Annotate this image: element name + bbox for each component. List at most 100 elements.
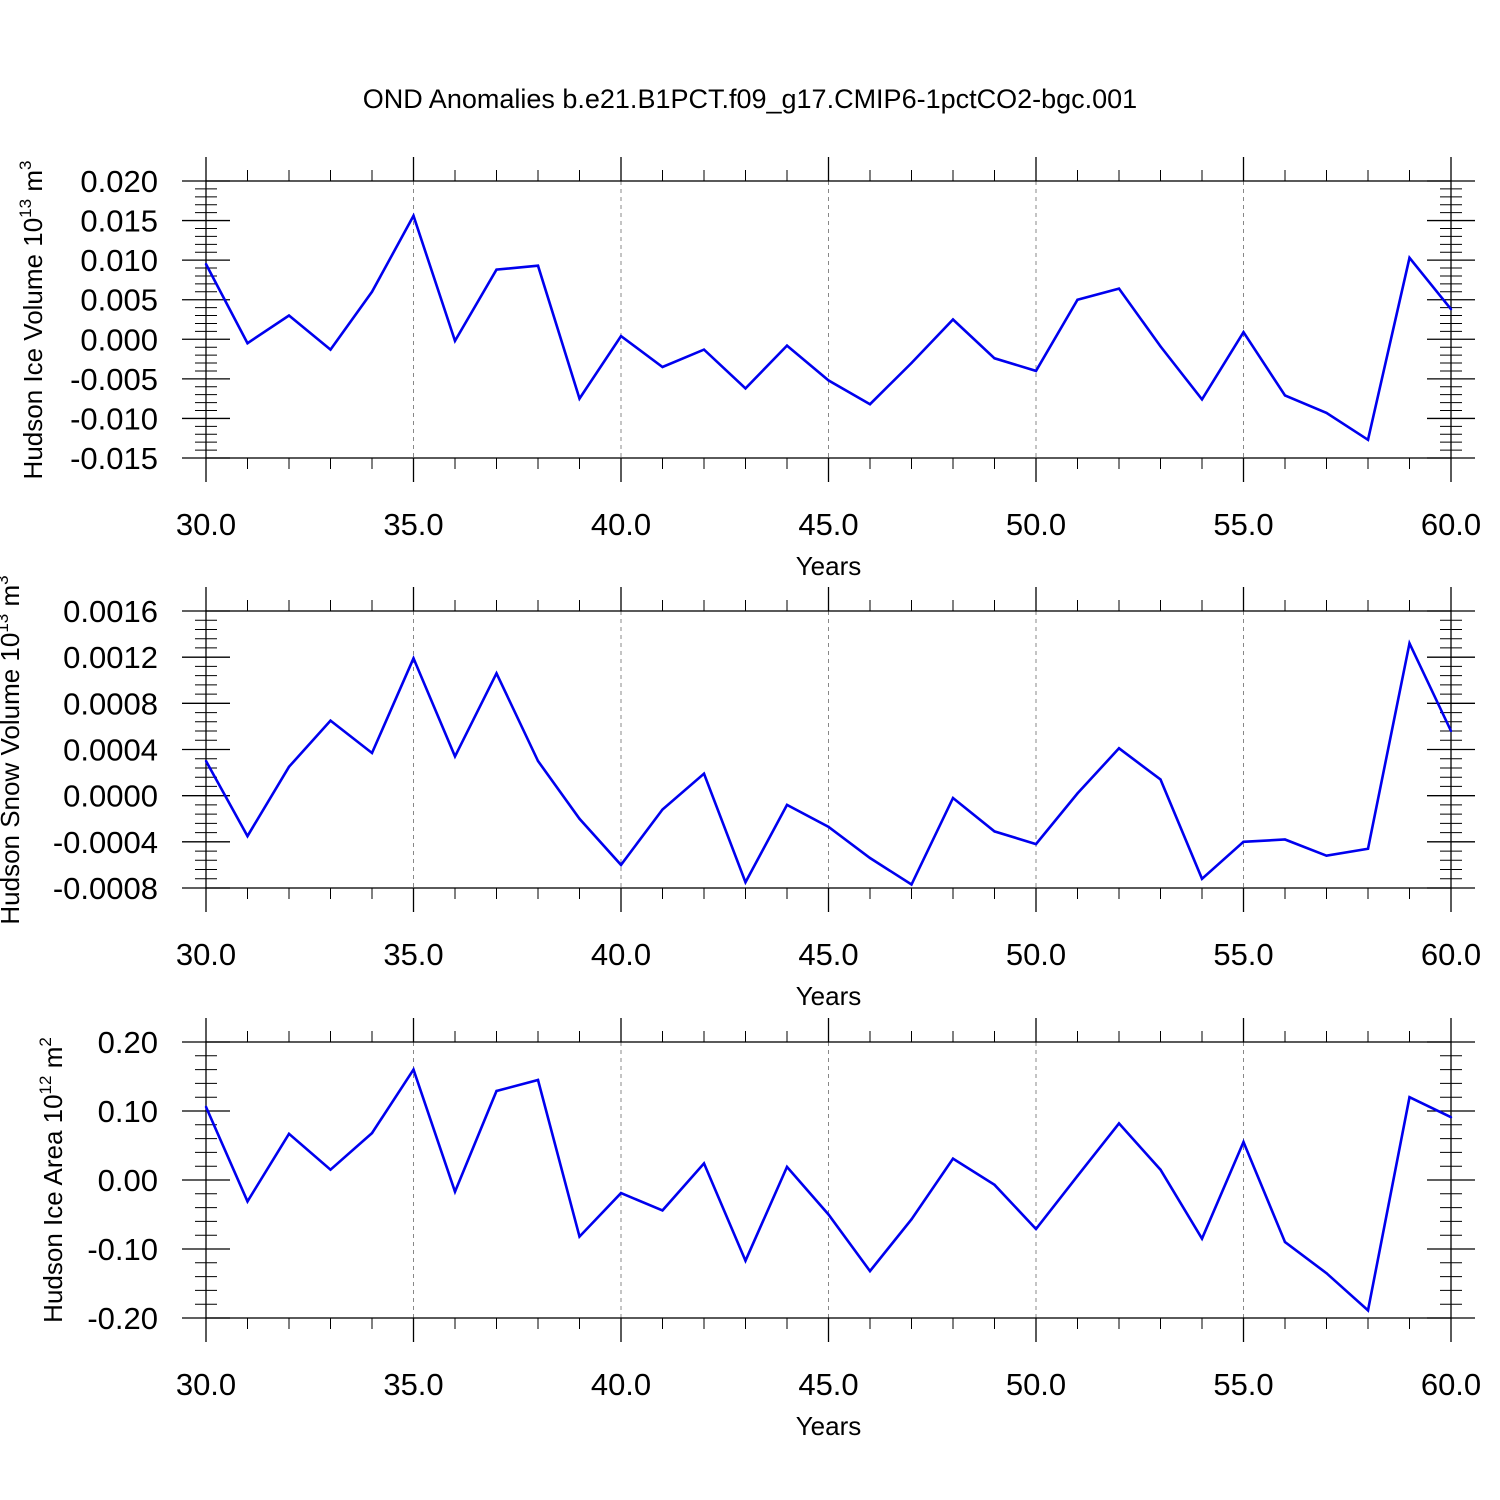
panel-2-y-tick-label: -0.0004 [53, 825, 158, 860]
panel-3-data-point [1283, 1240, 1287, 1244]
panel-1-data-point [412, 214, 415, 218]
panel-1-y-axis-title-exponent: 13 [16, 199, 35, 218]
panel-3-y-axis-title-main: Hudson Ice Area 10 [38, 1094, 68, 1322]
panel-1-data-point [1200, 398, 1204, 401]
panel-1-data-point [619, 334, 623, 338]
panel-2-data-point [1200, 877, 1204, 880]
panel-2-data-point [1325, 854, 1328, 857]
panel-3-data-point [1408, 1096, 1411, 1099]
panel-1-x-tick-label: 45.0 [798, 507, 858, 542]
panel-3-data-point [495, 1089, 498, 1093]
panel-1-y-axis-title: Hudson Ice Volume 1013 m3 [16, 161, 48, 480]
panel-3-data-point [453, 1190, 457, 1193]
panel-1-data-point [1325, 411, 1328, 415]
panel-3-x-tick-label: 60.0 [1421, 1367, 1481, 1402]
panel-2-x-tick-label: 35.0 [383, 937, 443, 972]
panel-2-y-tick-label: 0.0000 [63, 779, 158, 814]
panel-2-y-tick-label: 0.0008 [63, 686, 158, 721]
panel-3-data-point [910, 1218, 913, 1221]
panel-3-data-point [1200, 1237, 1204, 1240]
panel-3-data-point [1242, 1140, 1245, 1144]
panel-3-y-tick-label: 0.00 [98, 1163, 158, 1198]
panel-1-x-tick-label: 35.0 [383, 507, 443, 542]
panel-3-data-point [578, 1235, 581, 1238]
panel-2-data-point [1408, 642, 1411, 645]
panel-1-data-point [785, 344, 789, 347]
panel-3-data-point [1366, 1309, 1370, 1312]
panel-3-data-point [1117, 1122, 1121, 1125]
panel-1-data-point [827, 379, 830, 382]
panel-1-data-point [1159, 345, 1162, 348]
panel-1-data-point [910, 361, 913, 365]
panel-1-data-point [744, 387, 747, 390]
panel-2-data-point [1449, 729, 1453, 733]
panel-1-data-point [246, 342, 249, 345]
panel-1-x-axis-title: Years [796, 551, 862, 581]
panel-1-data-point [1366, 438, 1370, 441]
panel-3-data-point [329, 1168, 332, 1171]
chart-panel-2: 30.0 35.0 40.0 45.0 50.0 55.0 60.0 -0.0008 -0.00… [0, 575, 1481, 1011]
panel-2-data-point [1117, 747, 1121, 750]
panel-1-y-tick-label: -0.015 [70, 441, 158, 476]
panel-2-data-point [329, 719, 332, 722]
panel-1-y-tick-label: 0.010 [80, 243, 158, 278]
panel-1-data-point [951, 318, 955, 321]
panel-2-data-point [702, 772, 706, 775]
panel-1-data-point [1076, 298, 1079, 301]
panel-2-y-tick-label: 0.0004 [63, 733, 158, 768]
panel-1-data-point [1283, 394, 1287, 397]
panel-1-y-axis-title-main: Hudson Ice Volume 10 [18, 218, 48, 480]
panel-2-data-point [1366, 847, 1370, 850]
panel-3-y-tick-label: -0.20 [87, 1301, 158, 1336]
panel-1-data-point [1242, 330, 1245, 334]
panel-1-data-point [1408, 256, 1411, 259]
panel-1-data-point [578, 397, 581, 400]
panel-1-y-tick-label: -0.005 [70, 362, 158, 397]
panel-1-data-point [868, 402, 872, 406]
panel-2-y-axis-title-main: Hudson Snow Volume 10 [0, 633, 25, 925]
panel-1-data-point [329, 348, 332, 351]
panel-2-data-point [287, 765, 291, 769]
panel-3-data-point [246, 1200, 249, 1203]
panel-2-data-point [951, 796, 955, 800]
panel-2-data-point [827, 825, 830, 829]
panel-1-data-point [204, 262, 208, 266]
panel-1-x-tick-label: 50.0 [1006, 507, 1066, 542]
panel-1-x-tick-label: 55.0 [1213, 507, 1273, 542]
panel-2-data-point [744, 881, 747, 884]
panel-3-data-point [1034, 1227, 1038, 1231]
panel-3-data-point [785, 1165, 789, 1169]
panel-1-data-point [661, 365, 664, 369]
panel-3-y-tick-label: 0.20 [98, 1025, 158, 1060]
panel-3-data-point [1159, 1168, 1162, 1171]
panel-2-data-point [868, 856, 872, 860]
panel-3-x-tick-label: 45.0 [798, 1367, 858, 1402]
panel-3-y-axis-title-unit-exponent: 2 [36, 1037, 55, 1046]
panel-1-data-point [495, 268, 498, 271]
panel-2-data-point [1242, 840, 1245, 844]
panel-3-x-tick-label: 35.0 [383, 1367, 443, 1402]
panel-2-y-axis-title-exponent: 13 [0, 614, 12, 633]
panel-3-data-point [827, 1213, 830, 1216]
panel-2-data-point [578, 817, 581, 820]
panel-1-y-tick-label: 0.020 [80, 164, 158, 199]
panel-1-y-tick-label: 0.015 [80, 204, 158, 239]
panel-3-x-tick-label: 50.0 [1006, 1367, 1066, 1402]
panel-3-data-point [412, 1068, 415, 1071]
panel-2-data-point [412, 657, 415, 660]
panel-1-y-axis-title-unit-exponent: 3 [16, 161, 35, 170]
panel-1-data-point [1449, 308, 1453, 311]
panel-2-y-axis-title-unit: m [0, 585, 25, 614]
panel-1-data-point [702, 348, 706, 351]
panel-3-x-tick-label: 30.0 [176, 1367, 236, 1402]
panel-2-data-point [785, 803, 789, 807]
panel-1-data-point [453, 339, 457, 343]
panel-3-data-point [204, 1105, 208, 1109]
chart-panel-3: 30.0 35.0 40.0 45.0 50.0 55.0 60.0 -0.20 -0.10 0.… [36, 1018, 1481, 1441]
panel-2-x-tick-label: 55.0 [1213, 937, 1273, 972]
panel-2-data-point [1283, 838, 1287, 841]
panel-2-data-point [246, 834, 249, 838]
panel-2-data-point [661, 808, 664, 811]
panel-2-data-point [1076, 792, 1079, 795]
